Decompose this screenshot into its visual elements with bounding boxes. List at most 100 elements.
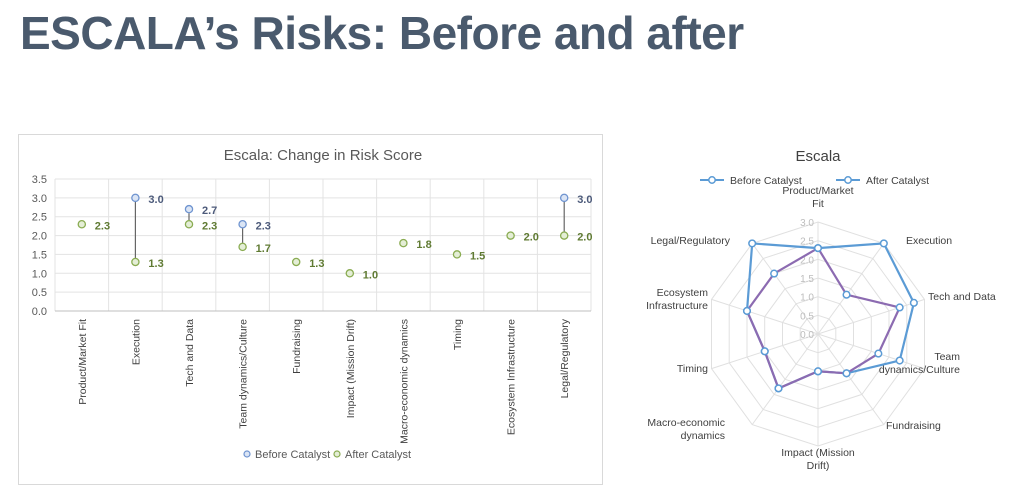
y-tick-label: 3.0 [32,193,47,205]
radar-point-after [774,384,783,393]
before-value-label: 2.7 [202,205,217,217]
x-tick-label: Timing [452,319,464,350]
radar-spoke [817,333,925,370]
radar-category-label-line: Infrastructure [646,300,708,312]
radar-tick-label: 1.5 [800,274,814,285]
radar-point-after [895,303,904,312]
y-tick-label: 0.0 [32,306,47,318]
radar-tick-label: 2.0 [800,255,814,266]
radar-category-label-line: Execution [906,235,952,247]
before-value-label: 3.0 [148,194,163,206]
page-title: ESCALA’s Risks: Before and after [20,7,744,59]
after-value-label: 1.3 [309,258,324,270]
radar-category-label-line: dynamics/Culture [879,364,960,376]
radar-tick-label: 0.0 [800,330,814,341]
legend-label-after: After Catalyst [345,449,411,461]
radar-category-label: Legal/Regulatory [651,235,731,247]
radar-category-label-line: Macro-economic [647,417,725,429]
x-tick-label: Product/Market Fit [77,319,89,405]
radar-tick-label: 3.0 [800,218,814,229]
radar-category-label-line: Drift) [807,460,830,472]
before-value-label: 2.3 [256,220,271,232]
legend-marker-after [333,450,341,458]
after-point [506,231,515,240]
radar-category-label-line: Fit [812,198,824,210]
radar-spoke [711,298,819,335]
before-point [559,193,569,203]
radar-category-label: Tech and Data [928,291,996,303]
legend-marker-before [243,450,251,458]
y-tick-label: 2.5 [32,212,47,224]
radar-point-before [748,239,757,248]
after-point [559,231,569,240]
radar-spoke [751,333,819,425]
radar-category-label-line: Legal/Regulatory [651,235,731,247]
legend-label-before: Before Catalyst [255,449,330,461]
radar-category-label: Team dynamics/Culture [879,351,960,376]
radar-tick-label: 2.5 [800,237,814,248]
radar-point-before [909,298,918,307]
radar-category-label-line: Timing [677,363,708,375]
x-tick-label: Legal/Regulatory [559,318,571,398]
radar-point-before [879,239,888,248]
radar-category-label-line: Product/Market [782,185,853,197]
radar-point-after [742,306,752,315]
legend-marker-before [708,176,716,184]
radar-category-label-line: Impact (Mission [781,447,855,459]
radar-category-label: Impact (Mission Drift) [781,447,855,472]
after-value-label: 1.7 [256,243,271,255]
y-tick-label: 1.0 [32,268,47,280]
x-tick-label: Macro-economic dynamics [398,319,410,444]
y-tick-label: 3.5 [32,174,47,186]
x-tick-label: Tech and Data [184,319,196,387]
radar-point-before [895,356,904,365]
before-value-label: 3.0 [577,194,592,206]
after-value-label: 2.3 [95,220,110,232]
chart-title: Escala: Change in Risk Score [224,147,422,164]
x-tick-label: Ecosystem Infrastructure [506,319,518,435]
before-point [238,220,247,229]
legend-label-before: Before Catalyst [730,175,802,187]
after-point [399,238,408,248]
after-point [291,257,301,267]
before-point [184,204,194,214]
radar-tick-label: 0.5 [800,311,814,322]
after-value-label: 1.8 [416,239,431,251]
after-value-label: 2.3 [202,220,217,232]
after-point [131,257,140,267]
x-tick-label: Execution [130,319,142,365]
x-tick-label: Impact (Mission Drift) [345,319,357,418]
radar-point-after [813,367,823,376]
radar-chart-svg: Escala Before Catalyst After Catalyst 0.0 0.… [646,148,996,472]
radar-point-after [842,369,851,378]
radar-tick-label: 1.0 [800,293,814,304]
after-value-label: 2.0 [577,232,592,244]
radar-spoke [817,333,885,425]
radar-category-label-line: Team [934,351,960,363]
x-tick-label: Team dynamics/Culture [238,319,250,429]
after-value-label: 2.0 [524,232,539,244]
after-point [238,242,247,252]
radar-category-label: Ecosystem Infrastructure [646,287,708,312]
radar-category-label: Product/Market Fit [782,185,853,210]
radar-point-after [813,244,823,253]
after-value-label: 1.3 [148,258,163,270]
radar-spoke [751,243,819,335]
radar-point-after [760,347,769,356]
radar-category-label: Timing [677,363,708,375]
change-in-risk-chart-svg: Escala: Change in Risk Score 0.0 0.5 1.0 1.5… [32,147,593,461]
radar-category-label: Execution [906,235,952,247]
radar-spoke [817,298,925,335]
y-tick-label: 1.5 [32,249,47,261]
legend-label-after: After Catalyst [866,175,929,187]
radar-category-label: Fundraising [886,420,941,432]
radar-chart: Escala Before Catalyst After Catalyst 0.0 0.… [620,134,1020,483]
y-tick-label: 2.0 [32,231,47,243]
y-tick-label: 0.5 [32,287,47,299]
radar-point-after [874,349,883,358]
after-value-label: 1.5 [470,250,485,262]
radar-point-after [770,269,779,278]
after-value-label: 1.0 [363,269,378,281]
radar-category-label-line: Tech and Data [928,291,996,303]
radar-category-label-line: Fundraising [886,420,941,432]
